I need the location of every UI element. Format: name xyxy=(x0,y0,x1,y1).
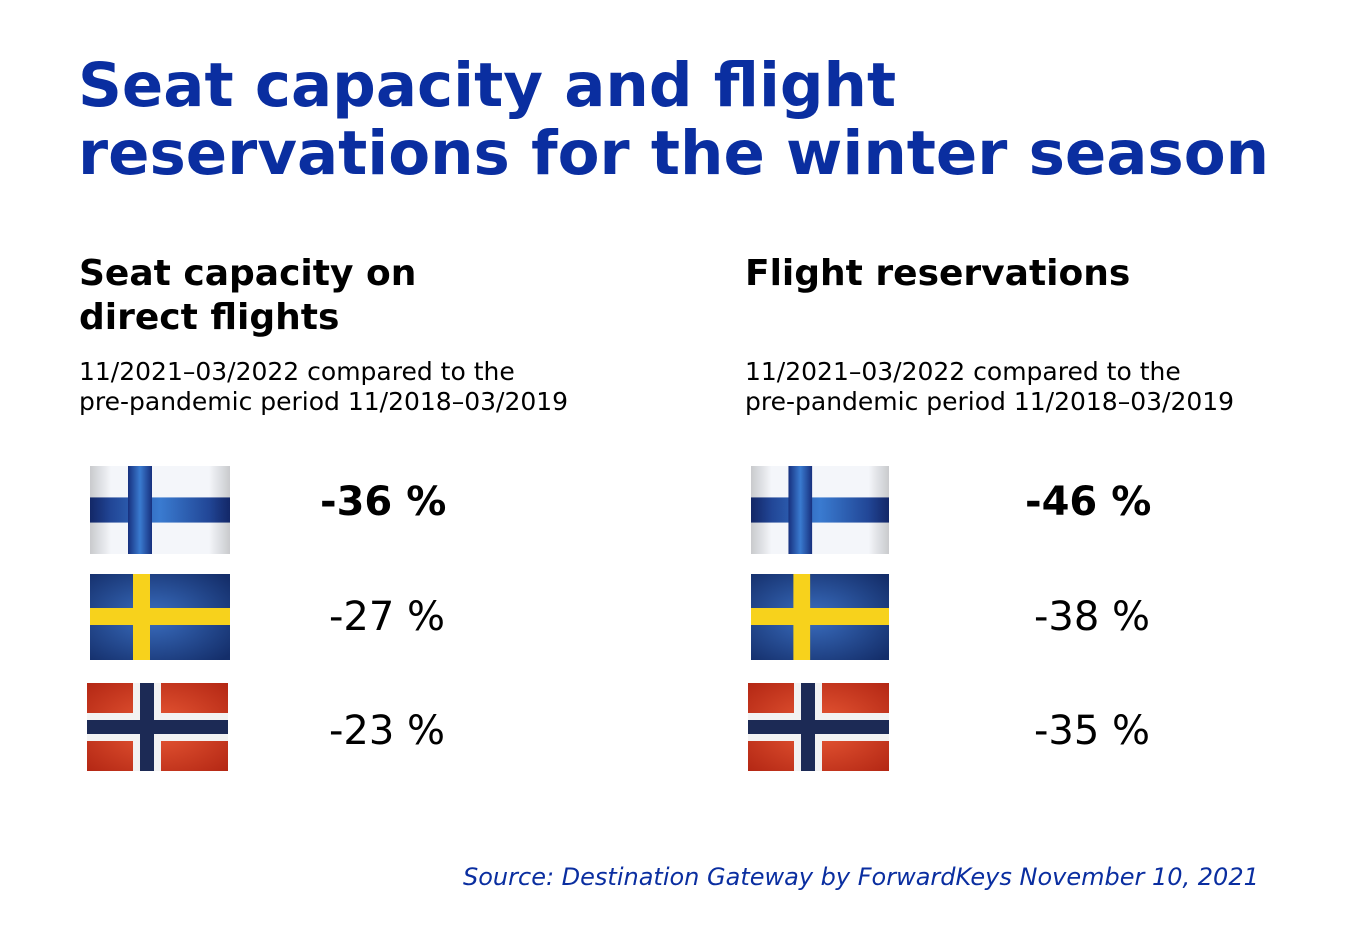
section-subtitle: 11/2021–03/2022 compared to the pre-pand… xyxy=(79,357,569,416)
section-heading: Seat capacity on direct flights xyxy=(79,253,417,338)
sweden-seat-capacity-value: -27 % xyxy=(329,594,446,640)
norway-flight-reservations-value: -35 % xyxy=(1034,708,1151,754)
sweden-flag-icon xyxy=(90,574,230,660)
finland-seat-capacity-value: -36 % xyxy=(320,479,447,525)
section-heading: Flight reservations xyxy=(745,253,1131,294)
section-subtitle: 11/2021–03/2022 compared to the pre-pand… xyxy=(745,357,1235,416)
source-note: Source: Destination Gateway by ForwardKe… xyxy=(463,863,1259,891)
page-title: Seat capacity and flight reservations fo… xyxy=(78,50,1270,189)
sweden-flight-reservations-value: -38 % xyxy=(1034,594,1151,640)
seat-capacity-section: Seat capacity on direct flights 11/2021–… xyxy=(79,252,699,417)
finland-flight-reservations-value: -46 % xyxy=(1025,479,1152,525)
finland-flag-icon xyxy=(90,466,230,554)
norway-flag-icon xyxy=(87,683,228,771)
finland-flag-icon xyxy=(751,466,889,554)
norway-seat-capacity-value: -23 % xyxy=(329,708,446,754)
sweden-flag-icon xyxy=(751,574,889,660)
norway-flag-icon xyxy=(748,683,889,771)
flight-reservations-section: Flight reservations 11/2021–03/2022 comp… xyxy=(745,252,1357,417)
